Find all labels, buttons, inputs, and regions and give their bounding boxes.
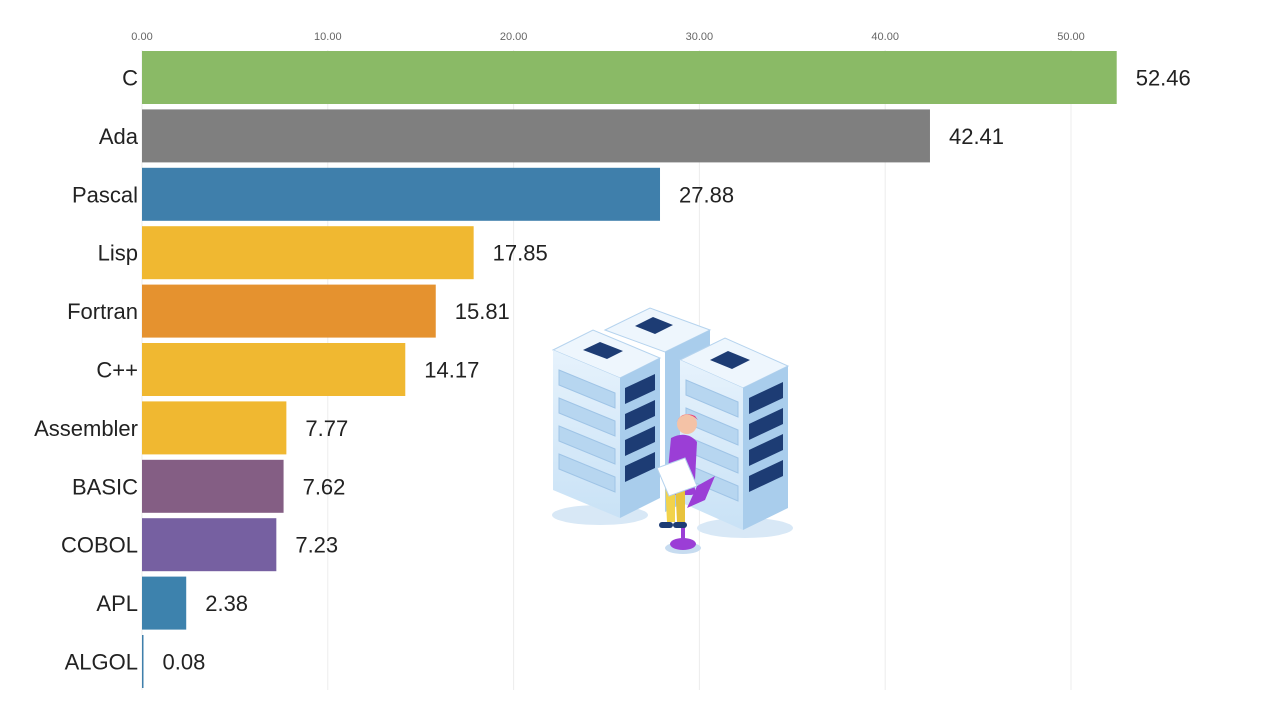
bar [142, 459, 284, 513]
bar [142, 518, 277, 572]
bar [142, 635, 144, 688]
x-tick-label: 40.00 [871, 31, 899, 43]
value-label: 27.88 [679, 182, 734, 207]
x-tick-label: 10.00 [314, 31, 342, 43]
value-labels: 52.46 42.41 27.88 17.85 15.81 14.17 7.77 7.62 7.… [163, 66, 1191, 675]
category-label: Pascal [72, 182, 138, 207]
value-label: 7.62 [303, 474, 346, 499]
bar [142, 343, 406, 396]
bar [142, 284, 436, 338]
server-racks-with-person-on-laptop-icon [551, 307, 793, 554]
category-label: Ada [99, 124, 139, 149]
x-tick-label: 30.00 [686, 31, 714, 43]
category-label: C [122, 66, 138, 91]
category-label: Fortran [67, 299, 138, 324]
bar [142, 226, 474, 280]
x-tick-label: 50.00 [1057, 31, 1085, 43]
x-axis-ticks: 0.00 10.00 20.00 30.00 40.00 50.00 [131, 31, 1084, 43]
bar [142, 401, 287, 455]
value-label: 0.08 [163, 650, 206, 675]
category-labels: C Ada Pascal Lisp Fortran C++ Assembler BASIC CO… [34, 66, 139, 675]
x-tick-label: 20.00 [500, 31, 528, 43]
category-label: APL [96, 591, 138, 616]
value-label: 7.23 [295, 533, 338, 558]
value-label: 52.46 [1136, 66, 1191, 91]
value-label: 15.81 [455, 299, 510, 324]
value-label: 14.17 [424, 358, 479, 383]
category-label: Assembler [34, 416, 138, 441]
bars [142, 51, 1117, 688]
category-label: COBOL [61, 533, 138, 558]
bar [142, 51, 1117, 104]
category-label: Lisp [98, 241, 138, 266]
bar [142, 167, 661, 221]
value-label: 7.77 [305, 416, 348, 441]
value-label: 2.38 [205, 591, 248, 616]
value-label: 42.41 [949, 124, 1004, 149]
bar [142, 109, 930, 163]
category-label: ALGOL [65, 650, 138, 675]
category-label: BASIC [72, 474, 138, 499]
x-tick-label: 0.00 [131, 31, 152, 43]
value-label: 17.85 [493, 241, 548, 266]
bar [142, 576, 187, 630]
category-label: C++ [96, 358, 138, 383]
